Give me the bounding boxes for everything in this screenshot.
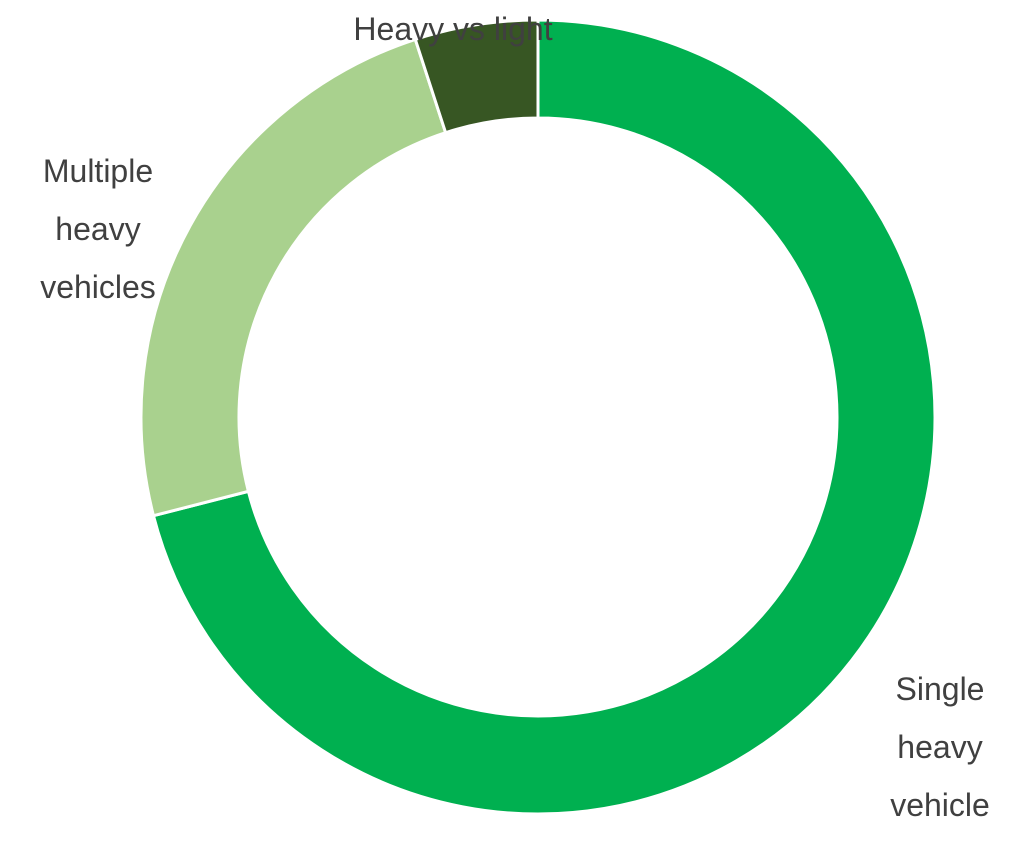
slice-label: Multiple heavy vehicles xyxy=(40,153,156,305)
slice-label: Single heavy vehicle xyxy=(890,671,990,823)
donut-slice xyxy=(151,18,937,816)
donut-slice xyxy=(413,18,540,135)
slice-label: Heavy vs light xyxy=(353,11,553,47)
donut-slice xyxy=(139,37,448,518)
